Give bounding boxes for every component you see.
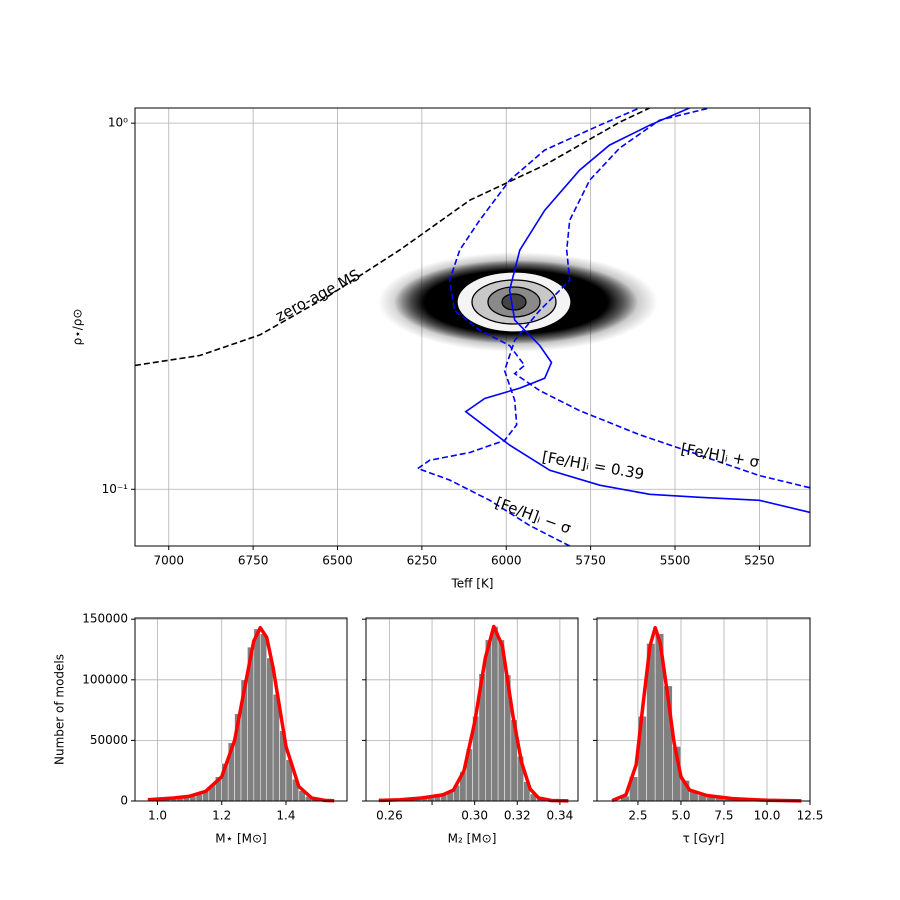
y-tick-label: 100000 — [82, 672, 128, 686]
y-axis-label: Number of models — [53, 654, 67, 765]
x-axis-label: Teff [K] — [451, 577, 494, 591]
series-label: [Fe/H]ᵢ − σ — [493, 493, 574, 537]
y-tick-label: 50000 — [90, 733, 128, 747]
posterior-cloud — [378, 252, 658, 352]
axes-frame — [134, 617, 348, 802]
series-line — [416, 108, 710, 546]
density-curve — [611, 625, 802, 803]
series-label: zero-age MS — [272, 266, 363, 326]
series-label: [Fe/H]ᵢ + σ — [679, 440, 761, 472]
histogram-bars — [376, 626, 569, 802]
plot-area — [135, 108, 810, 546]
x-tick-label: 6000 — [491, 554, 522, 568]
x-tick-label: 1.4 — [276, 809, 295, 823]
y-tick-label: 150000 — [82, 612, 128, 626]
hist-bar — [491, 626, 499, 802]
x-tick-label: 0.34 — [547, 809, 574, 823]
x-tick-label: 7.5 — [714, 809, 733, 823]
x-axis-label: M⋆ [M⊙] — [215, 832, 266, 846]
density-curve — [147, 625, 335, 803]
x-tick-label: 5250 — [744, 554, 775, 568]
series-line — [464, 108, 810, 514]
x-axis-label: M₂ [M⊙] — [448, 832, 497, 846]
hist-bar — [260, 633, 267, 802]
x-tick-label: 1.2 — [212, 809, 231, 823]
x-tick-label: 5500 — [660, 554, 691, 568]
series-line — [135, 108, 651, 367]
hist-bar — [485, 639, 492, 802]
hist-bar — [266, 657, 274, 802]
hist-bar — [253, 628, 261, 802]
y-tick-label: 10⁻¹ — [102, 482, 129, 496]
x-tick-label: 5750 — [575, 554, 606, 568]
y-tick-label: 10⁰ — [108, 116, 128, 130]
x-axis-label: τ [Gyr] — [683, 832, 725, 846]
histogram-bars — [144, 628, 338, 802]
x-tick-label: 6750 — [238, 554, 269, 568]
x-tick-label: 0.30 — [461, 809, 488, 823]
y-axis-label: ρ⋆/ρ⊙ — [71, 309, 85, 346]
axes-frame — [596, 617, 811, 802]
density-curve — [378, 624, 569, 803]
x-tick-label: 2.5 — [628, 809, 647, 823]
series-line — [448, 108, 810, 489]
x-tick-label: 12.5 — [797, 809, 824, 823]
axes-frame — [365, 617, 579, 802]
x-tick-label: 7000 — [153, 554, 184, 568]
x-tick-label: 0.32 — [504, 809, 531, 823]
grid — [597, 618, 811, 802]
x-tick-label: 1.0 — [148, 809, 167, 823]
y-tick-label: 0 — [120, 794, 128, 808]
x-tick-label: 5.0 — [671, 809, 690, 823]
series-label: [Fe/H]ᵢ = 0.39 — [541, 448, 646, 484]
axes-frame — [134, 107, 811, 547]
x-tick-label: 6500 — [322, 554, 353, 568]
x-tick-label: 0.26 — [376, 809, 403, 823]
x-tick-label: 6250 — [407, 554, 438, 568]
x-tick-label: 10.0 — [754, 809, 781, 823]
